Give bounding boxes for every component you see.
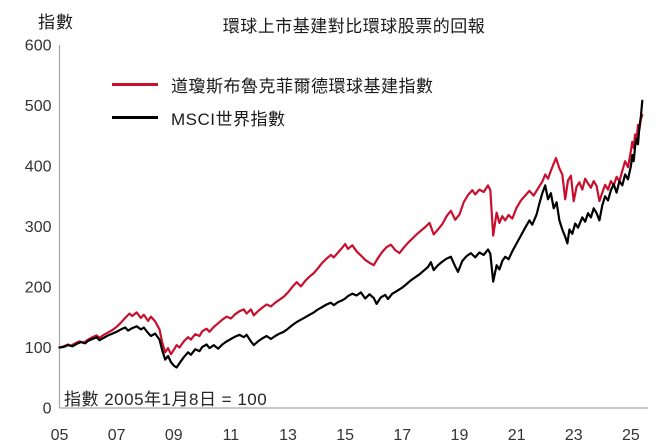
y-tick-label: 300 xyxy=(25,219,52,236)
y-tick-label: 0 xyxy=(43,401,52,418)
x-tick-label: 13 xyxy=(279,427,297,444)
y-tick-label: 100 xyxy=(25,340,52,357)
legend-swatch-msci-world-icon xyxy=(112,115,158,119)
x-tick-label: 07 xyxy=(108,427,126,444)
legend-item-msci-world: MSCI世界指數 xyxy=(112,105,434,129)
x-tick-label: 17 xyxy=(393,427,411,444)
legend: 道瓊斯布魯克菲爾德環球基建指數 MSCI世界指數 xyxy=(112,72,434,129)
chart-title: 環球上市基建對比環球股票的回報 xyxy=(222,17,486,36)
x-tick-label: 11 xyxy=(223,427,240,444)
x-tick-label: 23 xyxy=(565,427,583,444)
legend-swatch-infrastructure-icon xyxy=(112,82,158,86)
x-tick-label: 21 xyxy=(508,427,526,444)
legend-label-infrastructure: 道瓊斯布魯克菲爾德環球基建指數 xyxy=(171,76,434,96)
x-tick-label: 05 xyxy=(51,427,69,444)
x-tick-label: 25 xyxy=(622,427,640,444)
y-tick-label: 200 xyxy=(25,280,52,297)
infrastructure-index-line xyxy=(58,114,644,356)
legend-item-infrastructure: 道瓊斯布魯克菲爾德環球基建指數 xyxy=(112,72,434,96)
y-axis-unit-label: 指數 xyxy=(38,13,74,32)
y-tick-label: 600 xyxy=(25,38,52,55)
legend-label-msci-world: MSCI世界指數 xyxy=(171,109,286,129)
x-tick-label: 19 xyxy=(451,427,469,444)
x-tick-label: 15 xyxy=(336,427,354,444)
y-tick-label: 500 xyxy=(25,98,52,115)
y-tick-label: 400 xyxy=(25,159,52,176)
base-index-footnote: 指數 2005年1月8日 = 100 xyxy=(64,390,268,409)
msci-world-line xyxy=(58,99,644,369)
x-tick-label: 09 xyxy=(165,427,183,444)
